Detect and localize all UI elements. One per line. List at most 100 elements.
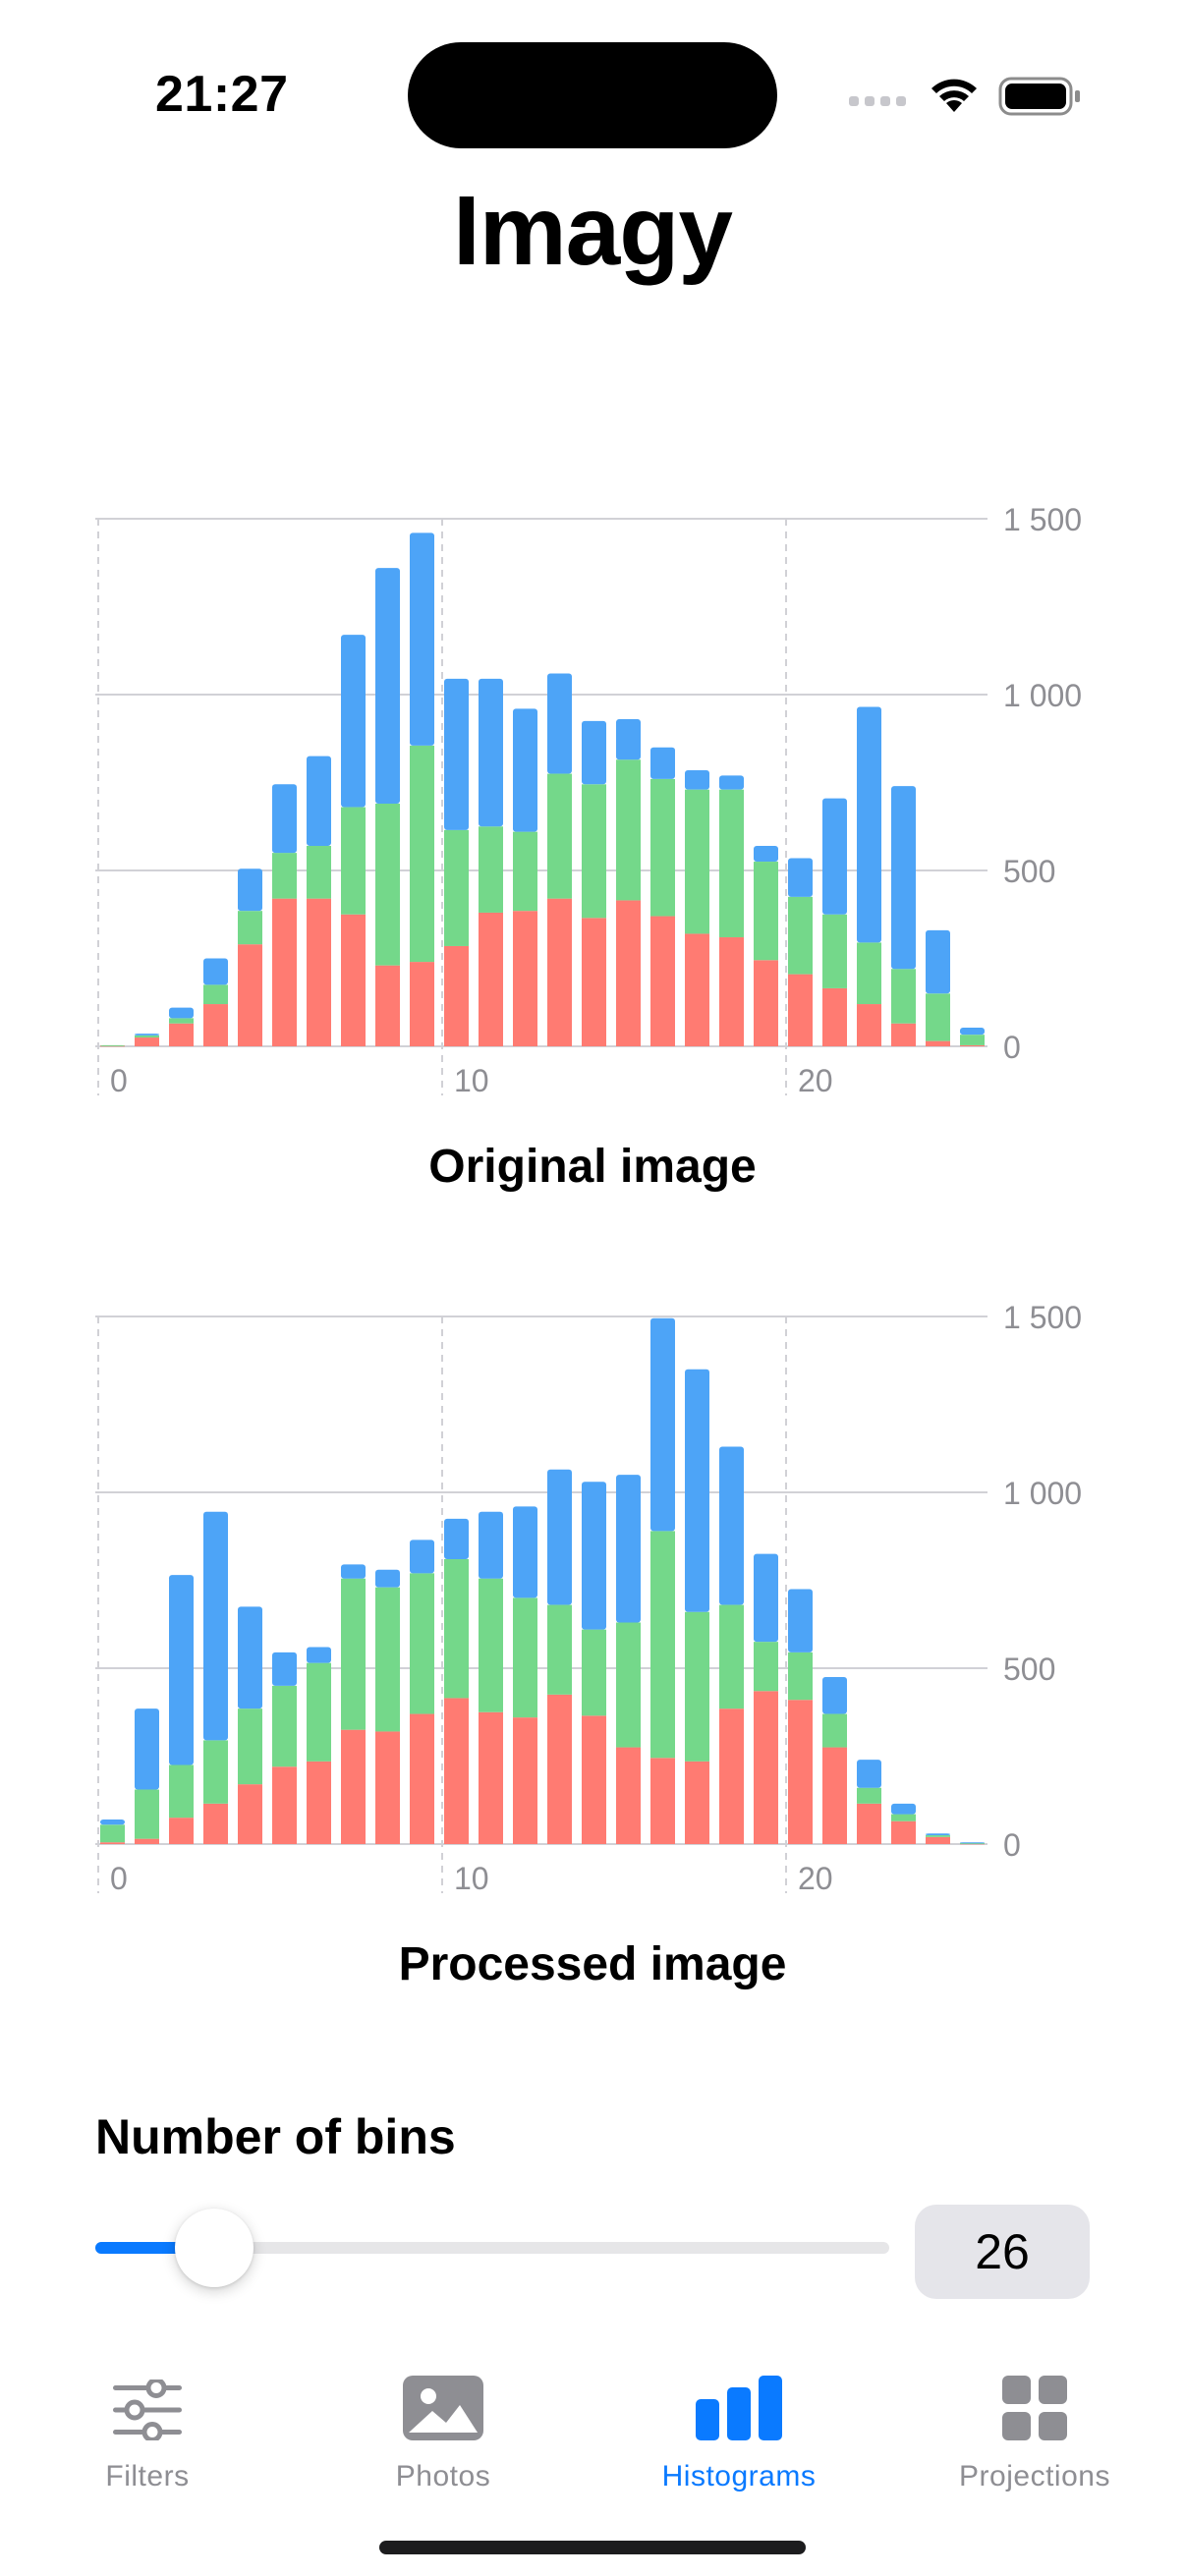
bins-slider[interactable] — [95, 2201, 889, 2295]
histogram-bar-segment — [375, 803, 400, 966]
tab-projections[interactable]: Projections — [887, 2338, 1182, 2495]
histogram-bar-segment — [203, 984, 228, 1005]
histogram-bar-segment — [169, 1007, 194, 1019]
histogram-bar-segment — [272, 1766, 297, 1844]
histogram-bar-segment — [754, 1691, 778, 1844]
histogram-bar-segment — [375, 1569, 400, 1588]
histogram-bar-segment — [960, 1842, 985, 1844]
histogram-bar-segment — [513, 708, 537, 832]
dynamic-island — [408, 42, 777, 148]
histogram-chart-original: 0 500 1 000 1 500 0 10 20 — [95, 502, 1082, 1098]
tab-label-histograms: Histograms — [661, 2460, 817, 2492]
histogram-bar-segment — [926, 929, 950, 994]
histogram-bar-segment — [547, 673, 572, 774]
histogram-bar-segment — [822, 987, 847, 1046]
histogram-bar-segment — [203, 958, 228, 985]
tab-photos[interactable]: Photos — [296, 2338, 591, 2495]
histogram-bar-segment — [754, 960, 778, 1046]
chart-bar-icon — [696, 2376, 782, 2440]
histogram-bar-segment — [341, 635, 366, 808]
histogram-bar-segment — [375, 965, 400, 1046]
histogram-bar-segment — [513, 831, 537, 912]
histogram-bar-segment — [650, 1758, 675, 1844]
histogram-bar-segment — [203, 1004, 228, 1046]
chart-caption-processed: Processed image — [398, 1938, 787, 1990]
histogram-bar-segment — [891, 969, 916, 1024]
tab-histograms[interactable]: Histograms — [592, 2338, 886, 2495]
histogram-bar-segment — [272, 1652, 297, 1686]
slider-track[interactable] — [95, 2242, 889, 2254]
histogram-bar-segment — [926, 1835, 950, 1837]
histogram-bar-segment — [307, 756, 331, 846]
histogram-bar-segment — [272, 784, 297, 854]
histogram-bar-segment — [788, 1652, 813, 1701]
histogram-bar-segment — [960, 1035, 985, 1045]
photo-icon — [403, 2376, 483, 2440]
histogram-bar-segment — [444, 945, 469, 1046]
histogram-bar-segment — [719, 775, 744, 790]
histogram-bar-segment — [857, 1004, 881, 1046]
histogram-bar-segment — [444, 1698, 469, 1844]
histogram-bar-segment — [582, 784, 606, 919]
histogram-bar-segment — [719, 789, 744, 938]
histogram-bar-segment — [307, 1761, 331, 1844]
histogram-bar-segment — [685, 1369, 709, 1612]
histogram-bar-segment — [650, 1531, 675, 1759]
cellular-signal-icon — [849, 96, 906, 106]
histogram-bar-segment — [169, 1023, 194, 1046]
histogram-bar-segment — [341, 1564, 366, 1579]
histogram-bar-segment — [135, 1037, 159, 1046]
y-tick-label: 1 500 — [1003, 502, 1082, 537]
histogram-bar-segment — [479, 912, 503, 1046]
histogram-bar-segment — [754, 862, 778, 961]
histogram-bar-segment — [788, 974, 813, 1046]
histogram-bar-segment — [857, 1803, 881, 1844]
histogram-bar-segment — [547, 1694, 572, 1844]
histogram-bar-segment — [891, 1820, 916, 1844]
tab-filters[interactable]: Filters — [0, 2338, 295, 2495]
histogram-bar-segment — [410, 1713, 434, 1844]
histogram-bar-segment — [857, 942, 881, 1005]
histogram-bar-segment — [479, 678, 503, 827]
histogram-bar-segment — [582, 720, 606, 785]
x-tick-label: 20 — [798, 1861, 833, 1896]
histogram-bar-segment — [135, 1838, 159, 1844]
histogram-bar-segment — [650, 916, 675, 1046]
bins-value-field[interactable]: 26 — [915, 2205, 1090, 2299]
x-tick-label: 10 — [454, 1861, 489, 1896]
histogram-bar-segment — [238, 944, 262, 1046]
y-tick-label: 0 — [1003, 1827, 1021, 1863]
histogram-bar-segment — [203, 1511, 228, 1741]
histogram-bar-segment — [891, 1814, 916, 1821]
histogram-bar-segment — [375, 1731, 400, 1844]
bins-label: Number of bins — [95, 2109, 456, 2164]
histogram-bar-segment — [444, 1518, 469, 1560]
histogram-bar-segment — [272, 898, 297, 1046]
histogram-bar-segment — [650, 1317, 675, 1532]
histogram-bar-segment — [616, 1622, 641, 1748]
histogram-bar-segment — [272, 1685, 297, 1767]
x-tick-label: 0 — [110, 1861, 128, 1896]
histogram-bar-segment — [513, 1717, 537, 1844]
histogram-bar-segment — [203, 1803, 228, 1844]
histogram-bar-segment — [857, 706, 881, 943]
histogram-bar-segment — [307, 845, 331, 899]
histogram-bar-segment — [926, 1040, 950, 1046]
histogram-bar-segment — [238, 1708, 262, 1785]
histogram-bar-segment — [616, 719, 641, 760]
histogram-bar-segment — [754, 1642, 778, 1692]
x-tick-label: 20 — [798, 1063, 833, 1098]
histogram-bar-segment — [719, 1604, 744, 1709]
histogram-bar-segment — [169, 1818, 194, 1844]
histogram-bar-segment — [754, 845, 778, 863]
histogram-bar-segment — [341, 807, 366, 915]
histogram-bar-segment — [375, 568, 400, 804]
histogram-bar-segment — [891, 786, 916, 970]
histogram-bar-segment — [100, 1842, 125, 1844]
slider-thumb[interactable] — [175, 2209, 254, 2287]
histogram-bar-segment — [307, 1647, 331, 1663]
histogram-bar-segment — [822, 1713, 847, 1748]
y-tick-label: 1 000 — [1003, 678, 1082, 713]
home-indicator[interactable] — [379, 2541, 806, 2554]
status-icons — [847, 69, 1083, 124]
